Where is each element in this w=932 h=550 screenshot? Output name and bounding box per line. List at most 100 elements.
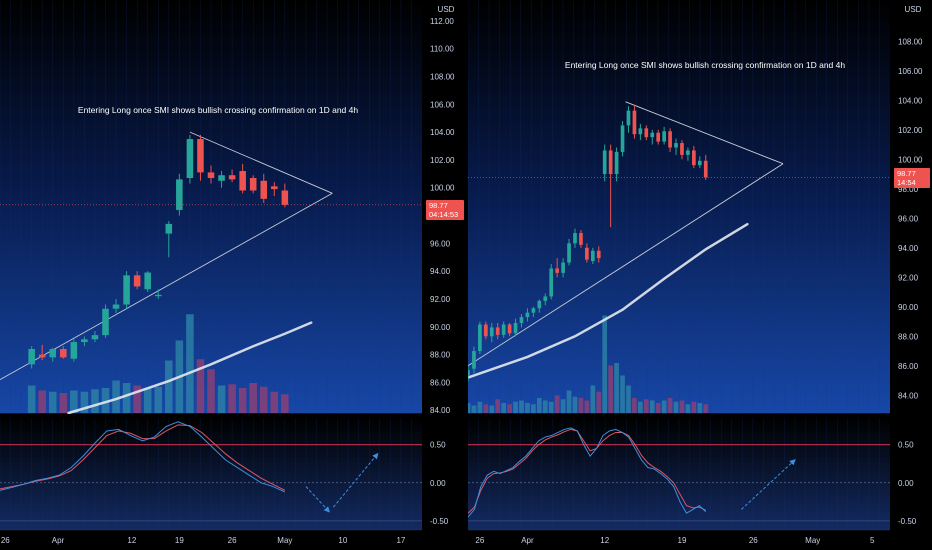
- volume-bar: [697, 403, 702, 413]
- volume-bar: [596, 392, 601, 413]
- smi-tick-label: 0.00: [898, 479, 914, 488]
- candle-up: [573, 233, 577, 243]
- candle-up: [218, 175, 225, 181]
- candle-up: [537, 301, 541, 308]
- volume-bar: [513, 402, 518, 413]
- current-price-value: 98.77: [429, 201, 448, 210]
- chart-annotation: Entering Long once SMI shows bullish cro…: [565, 60, 845, 70]
- volume-bar: [165, 361, 173, 414]
- candle-down: [260, 181, 267, 199]
- candle-up: [526, 313, 530, 317]
- volume-bar: [703, 404, 708, 413]
- candle-down: [597, 251, 601, 258]
- volume-bar: [489, 406, 494, 414]
- candle-up: [674, 143, 678, 147]
- candle-down: [134, 275, 141, 286]
- currency-label: USD: [905, 5, 922, 14]
- volume-bar: [478, 402, 483, 413]
- candle-up: [621, 125, 625, 152]
- time-tick-label: 26: [1, 536, 10, 545]
- candle-up: [28, 349, 35, 364]
- price-tick-label: 84.00: [430, 406, 451, 415]
- candle-down: [508, 325, 512, 334]
- price-tick-label: 88.00: [430, 351, 451, 360]
- candle-down: [197, 139, 204, 172]
- volume-bar: [674, 402, 679, 413]
- candle-down: [39, 355, 46, 358]
- candle-down: [250, 178, 257, 191]
- volume-bar: [650, 401, 655, 414]
- smi-tick-label: -0.50: [430, 517, 449, 526]
- volume-bar: [271, 392, 279, 413]
- volume-bar: [638, 402, 643, 413]
- candle-down: [668, 131, 672, 147]
- current-price-value: 98.77: [897, 169, 916, 178]
- volume-bar: [662, 401, 667, 414]
- candle-up: [567, 243, 571, 262]
- candle-up: [686, 150, 690, 154]
- time-tick-label: 26: [475, 536, 484, 545]
- volume-bar: [239, 388, 247, 413]
- volume-bar: [507, 404, 512, 413]
- candle-up: [615, 152, 619, 174]
- candle-up: [49, 349, 56, 357]
- time-tick-label: May: [277, 536, 292, 545]
- candle-down: [680, 143, 684, 155]
- candle-down: [282, 191, 289, 205]
- time-tick-label: 5: [870, 536, 875, 545]
- price-tick-label: 92.00: [430, 295, 451, 304]
- panel-divider: [464, 0, 468, 550]
- volume-bar: [686, 404, 691, 413]
- price-tick-label: 102.00: [898, 126, 923, 135]
- bar-countdown: 04:14:53: [429, 210, 458, 219]
- candle-up: [187, 139, 194, 178]
- volume-bar: [555, 396, 560, 414]
- volume-bar: [561, 399, 566, 413]
- volume-bar: [38, 391, 46, 414]
- price-tick-label: 100.00: [430, 184, 455, 193]
- price-tick-label: 110.00: [430, 45, 454, 54]
- volume-bar: [154, 387, 162, 413]
- price-tick-label: 94.00: [898, 244, 919, 253]
- price-tick-label: 86.00: [430, 378, 451, 387]
- price-tick-label: 112.00: [430, 17, 454, 26]
- candle-up: [176, 179, 183, 210]
- price-tick-label: 84.00: [898, 391, 919, 400]
- price-tick-label: 106.00: [430, 100, 455, 109]
- time-tick-label: Apr: [521, 536, 534, 545]
- candle-up: [144, 273, 151, 290]
- time-tick-label: 17: [396, 536, 405, 545]
- time-tick-label: May: [805, 536, 820, 545]
- volume-bar: [543, 401, 548, 414]
- volume-bar: [573, 397, 578, 413]
- candle-down: [633, 111, 637, 135]
- volume-bar: [644, 399, 649, 413]
- candle-up: [698, 161, 702, 165]
- volume-bar: [112, 381, 120, 414]
- candle-up: [603, 150, 607, 174]
- candle-down: [555, 268, 559, 272]
- candle-down: [656, 133, 660, 142]
- smi-tick-label: 0.50: [430, 441, 446, 450]
- volume-bar: [228, 384, 236, 413]
- volume-bar: [620, 376, 625, 414]
- volume-bar: [186, 314, 194, 413]
- candle-up: [102, 309, 109, 335]
- volume-bar: [249, 383, 257, 413]
- candle-up: [502, 325, 506, 335]
- volume-bar: [49, 392, 57, 413]
- bar-countdown: 14:54: [897, 178, 916, 187]
- price-tick-label: 102.00: [430, 156, 455, 165]
- candle-down: [579, 233, 583, 245]
- price-tick-label: 104.00: [430, 128, 455, 137]
- time-tick-label: Apr: [52, 536, 65, 545]
- volume-bar: [218, 386, 226, 414]
- smi-tick-label: 0.50: [898, 441, 914, 450]
- volume-bar: [668, 398, 673, 413]
- candle-down: [704, 161, 708, 178]
- volume-bar: [626, 386, 631, 414]
- candle-up: [514, 323, 518, 333]
- volume-bar: [260, 387, 268, 413]
- price-tick-label: 92.00: [898, 273, 919, 282]
- time-tick-label: 12: [600, 536, 609, 545]
